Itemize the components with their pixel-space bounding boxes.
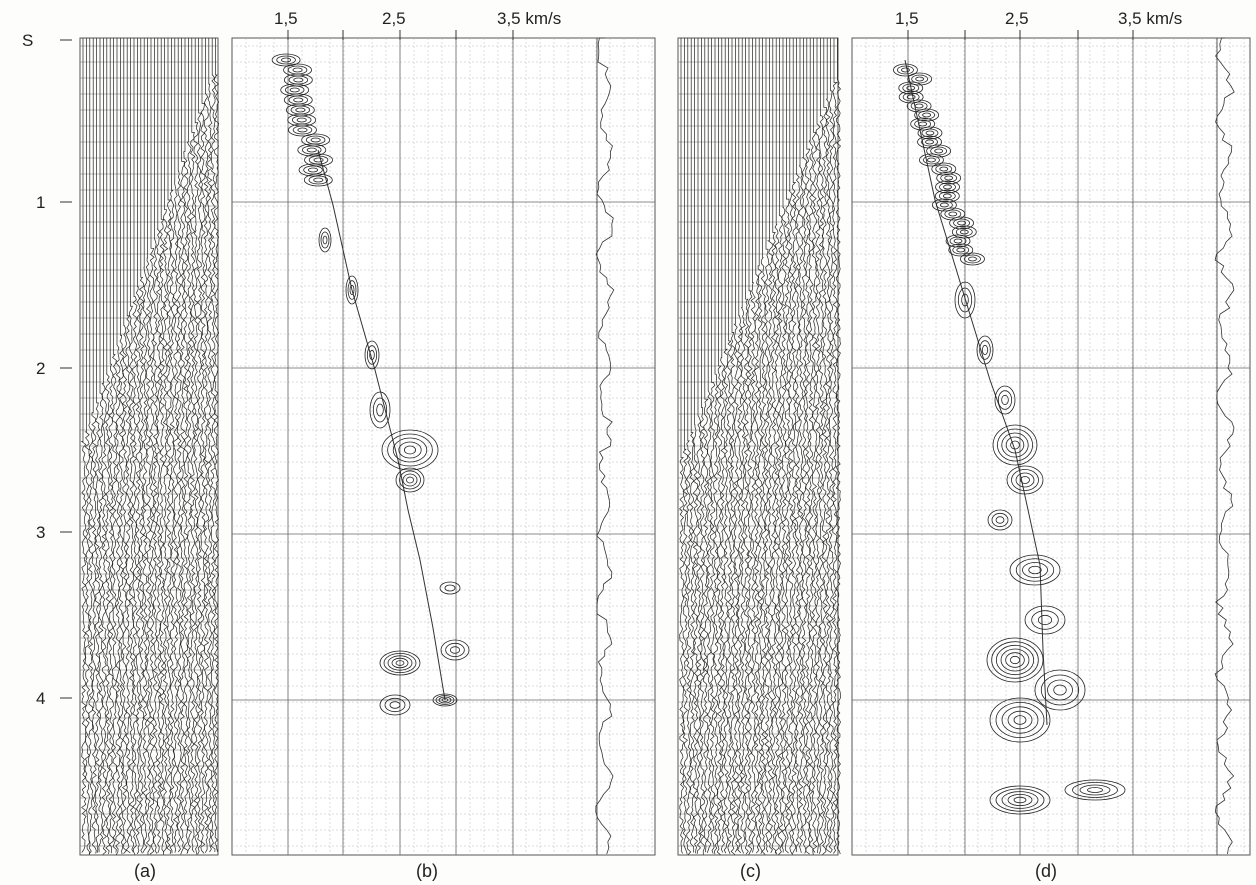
seismic-trace (826, 38, 830, 852)
seismic-trace (143, 38, 147, 853)
decoration (60, 30, 1250, 855)
seismic-figure: S 1 2 3 4 1,5 2,5 3,5 km/s 1,5 2,5 3,5 k… (0, 0, 1256, 885)
seismic-trace (829, 38, 833, 853)
seismic-trace (194, 38, 198, 855)
time-label: 3 (36, 523, 45, 542)
seismic-trace (126, 38, 130, 853)
panel-caption: (c) (740, 861, 761, 881)
seismic-trace (163, 38, 167, 855)
seismic-trace (82, 38, 86, 853)
seismic-trace (748, 38, 752, 855)
seismic-trace (734, 38, 738, 852)
seismic-trace (116, 38, 120, 855)
time-label: 4 (36, 689, 45, 708)
panel-frame (852, 38, 1250, 855)
seismic-trace (204, 38, 208, 853)
seismic-trace (738, 38, 742, 853)
velocity-label: 3,5 km/s (1118, 9, 1182, 28)
seismic-trace (211, 38, 215, 852)
time-label: 2 (36, 359, 45, 378)
seismic-trace (187, 38, 191, 853)
velocity-label: 2,5 (1005, 9, 1029, 28)
velocity-label: 2,5 (382, 9, 406, 28)
velocity-label: 1,5 (895, 9, 919, 28)
figure: S 1 2 3 4 1,5 2,5 3,5 km/s 1,5 2,5 3,5 k… (0, 0, 1256, 885)
panel-caption: (d) (1035, 861, 1057, 881)
seismic-trace (707, 38, 711, 853)
seismic-trace (129, 38, 133, 852)
seismic-trace (99, 38, 103, 852)
time-label: 1 (36, 193, 45, 212)
seismic-trace (690, 38, 694, 853)
panel-caption: (a) (134, 861, 156, 881)
panel-frame (232, 38, 655, 855)
panel-caption: (b) (416, 861, 438, 881)
seismic-trace (809, 38, 813, 855)
time-label: S (22, 31, 33, 50)
seismic-trace (765, 38, 769, 852)
velocity-label: 3,5 km/s (497, 9, 561, 28)
seismic-trace (146, 38, 150, 855)
velocity-label: 1,5 (274, 9, 298, 28)
